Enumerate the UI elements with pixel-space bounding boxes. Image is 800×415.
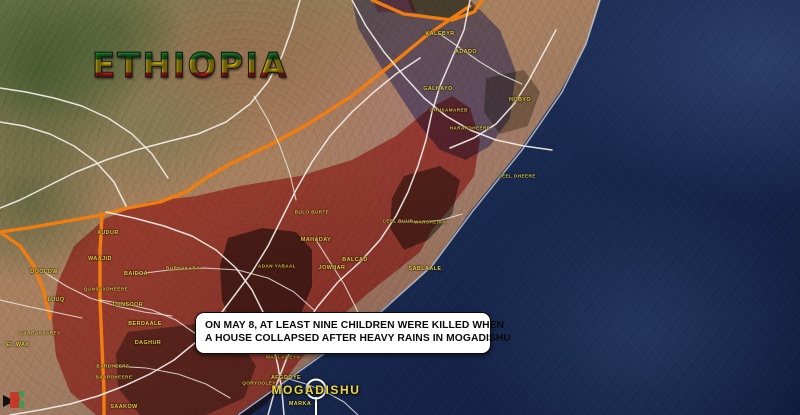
border-segment-northwest	[0, 230, 52, 320]
zone-gray-enclave-coastal	[390, 166, 460, 250]
logo-red-shape	[10, 392, 20, 408]
capital-label-mogadishu: MOGADISHU	[271, 383, 361, 397]
watermark-logo-icon	[3, 391, 25, 409]
news-caption-box: ON MAY 8, AT LEAST NINE CHILDREN WERE KI…	[195, 312, 511, 354]
country-label-ethiopia: ETHIOPIA	[91, 45, 289, 86]
logo-green-shape-bottom	[19, 401, 24, 408]
coastline	[237, 0, 601, 415]
border-segment-south	[98, 212, 106, 415]
capital-marker-stem	[315, 397, 317, 415]
capital-marker-circle[interactable]	[305, 378, 327, 400]
logo-green-shape-top	[19, 391, 24, 397]
caption-line-1: ON MAY 8, AT LEAST NINE CHILDREN WERE KI…	[205, 320, 505, 331]
border-segment-north-top	[370, 0, 484, 22]
international-border	[0, 4, 472, 234]
zone-blue-control	[352, 0, 516, 160]
caption-line-2: A HOUSE COLLAPSED AFTER HEAVY RAINS IN M…	[205, 333, 511, 345]
